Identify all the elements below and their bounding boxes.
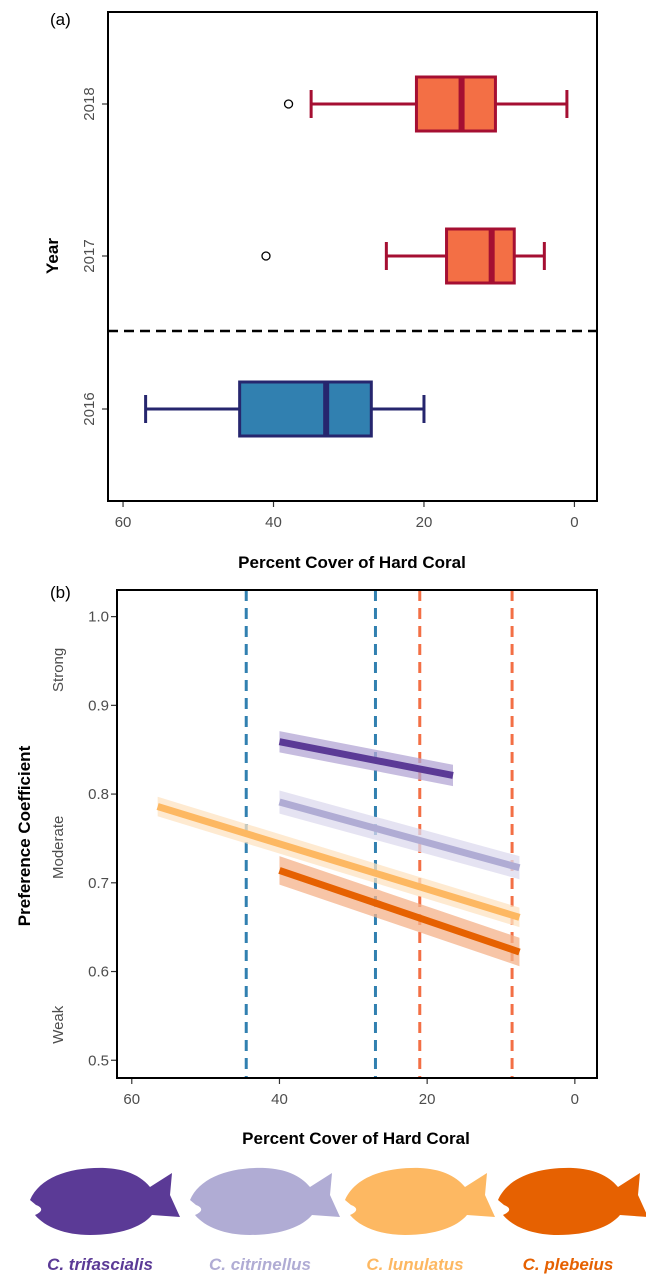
box-iqr [238, 380, 373, 438]
x-tick-label: 40 [265, 514, 282, 531]
y-tick-label: 2017 [81, 239, 98, 272]
legend-species-label: C. lunulatus [366, 1255, 463, 1274]
panel-b-line-chart: (b) Preference Coefficient Percent Cover… [15, 583, 598, 1148]
trend-line [278, 738, 454, 779]
boxes [144, 75, 569, 438]
y-tick-label: 0.8 [88, 786, 109, 803]
y-tick-label: 1.0 [88, 609, 109, 626]
fish-silhouette-icon [345, 1167, 495, 1235]
legend-species-label: C. plebeius [523, 1255, 614, 1274]
fish-silhouette-icon [30, 1167, 180, 1235]
strength-labels: Strong Moderate Weak [50, 648, 67, 1044]
strength-label: Moderate [50, 816, 67, 879]
panel-b-label: (b) [50, 583, 71, 602]
x-tick-label: 60 [115, 514, 132, 531]
y-tick-label: 2016 [81, 392, 98, 425]
x-tick-label: 0 [571, 1091, 579, 1108]
strength-label: Weak [50, 1005, 67, 1044]
fish-silhouette-icon [498, 1167, 646, 1235]
panel-b-x-axis-title: Percent Cover of Hard Coral [242, 1129, 470, 1148]
panel-b-y-axis-title: Preference Coefficient [15, 745, 34, 926]
x-tick-label: 0 [570, 514, 578, 531]
panel-b-x-ticks: 60 40 20 0 [123, 1078, 579, 1108]
outlier-point [261, 251, 271, 261]
x-tick-label: 60 [123, 1091, 140, 1108]
strength-label: Strong [50, 648, 67, 692]
panel-a-x-ticks: 60 40 20 0 [115, 501, 579, 531]
box-iqr [445, 227, 516, 285]
trend-line [278, 798, 521, 872]
legend-species-label: C. trifascialis [47, 1255, 153, 1274]
legend-species-label: C. citrinellus [209, 1255, 311, 1274]
panel-a-label: (a) [50, 10, 71, 29]
outlier-point [283, 99, 294, 109]
legend-entry: C. plebeius [498, 1167, 646, 1274]
panel-a-x-axis-title: Percent Cover of Hard Coral [238, 553, 466, 572]
trend-line [278, 867, 521, 956]
y-tick-label: 2018 [81, 87, 98, 120]
panel-b-frame [116, 589, 598, 1079]
box-2018 [283, 75, 569, 133]
panel-a-y-axis-title: Year [43, 238, 62, 274]
x-tick-label: 40 [271, 1091, 288, 1108]
y-tick-label: 0.6 [88, 964, 109, 981]
legend-entry: C. citrinellus [190, 1167, 340, 1274]
x-tick-label: 20 [416, 514, 433, 531]
y-tick-label: 0.9 [88, 697, 109, 714]
x-tick-label: 20 [419, 1091, 436, 1108]
panel-a-frame [107, 11, 598, 502]
box-2016 [144, 380, 426, 438]
y-tick-label: 0.7 [88, 875, 109, 892]
legend-entry: C. lunulatus [345, 1167, 495, 1274]
fish-silhouette-icon [190, 1167, 340, 1235]
species-legend: C. trifascialis C. citrinellus C. lunulatu… [30, 1167, 646, 1274]
panel-b-y-ticks: 0.5 0.6 0.7 0.8 0.9 1.0 [88, 609, 117, 1069]
trend-line [156, 803, 521, 921]
panel-a-boxplot: (a) Year Percent Cover of Hard Coral 201… [43, 10, 598, 572]
box-iqr [414, 75, 497, 133]
box-2017 [261, 227, 546, 285]
y-tick-label: 0.5 [88, 1052, 109, 1069]
trend-lines [156, 738, 521, 956]
legend-entry: C. trifascialis [30, 1167, 180, 1274]
panel-a-y-ticks: 2018 2017 2016 [81, 87, 108, 426]
